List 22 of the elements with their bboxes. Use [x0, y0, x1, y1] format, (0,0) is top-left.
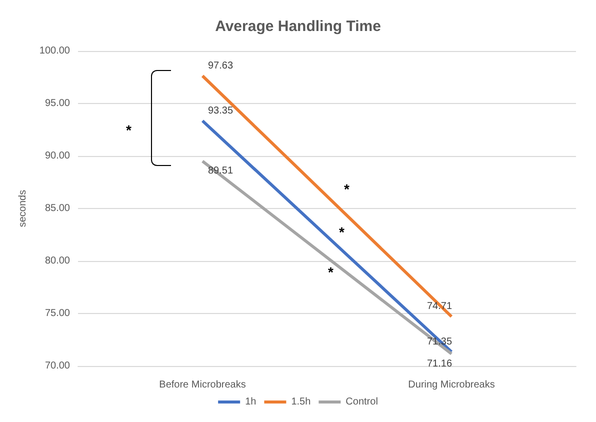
y-axis-title: seconds [18, 190, 28, 228]
data-label: 89.51 [208, 166, 234, 177]
annotation: * [328, 264, 334, 280]
chart-title: Average Handling Time [215, 18, 381, 35]
y-tick-label: 90.00 [44, 150, 70, 162]
y-tick-label: 95.00 [44, 98, 70, 109]
y-tick-label: 80.00 [44, 256, 70, 266]
data-label: 93.35 [208, 105, 234, 116]
data-label: 97.63 [208, 60, 234, 72]
y-tick-label: 100.00 [39, 46, 70, 56]
legend-label: Control [346, 396, 378, 408]
data-label: 71.16 [426, 358, 452, 370]
y-tick-label: 75.00 [44, 308, 70, 319]
legend-label: 1h [245, 396, 256, 408]
annotation: * [126, 122, 132, 138]
annotation: * [344, 181, 350, 197]
x-tick-label: Before Microbreaks [159, 380, 246, 390]
legend-label: 1.5h [291, 396, 311, 408]
x-tick-label: During Microbreaks [408, 380, 495, 390]
y-tick-label: 85.00 [44, 203, 70, 214]
annotation: * [339, 224, 345, 240]
y-tick-label: 70.00 [44, 360, 70, 372]
